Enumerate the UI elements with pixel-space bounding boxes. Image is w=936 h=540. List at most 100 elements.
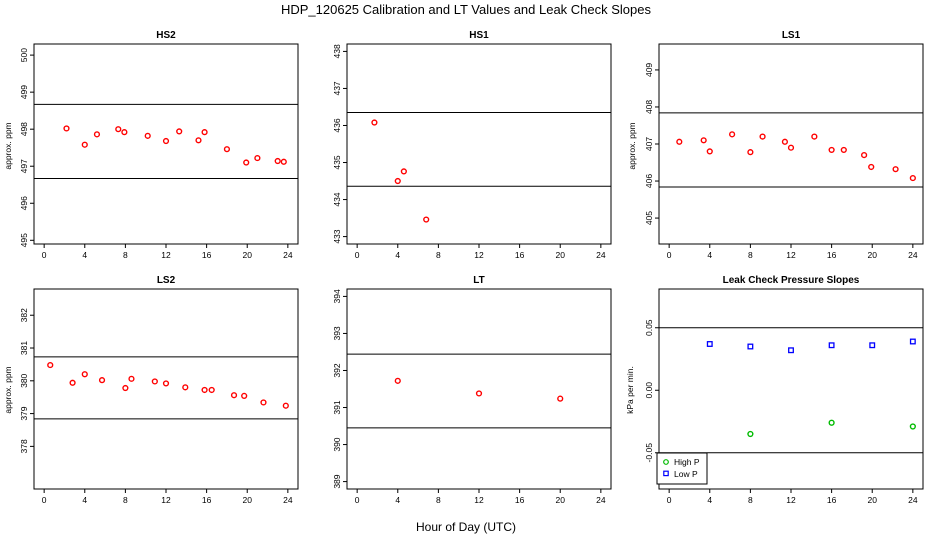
- panel-ls2-ytick-label-3: 381: [19, 341, 29, 355]
- panel-hs2-xtick-label-3: 12: [161, 250, 171, 260]
- panel-hs1-ytick-label-5: 438: [332, 44, 342, 58]
- panel-hs2-point-0-0: [63, 125, 70, 132]
- panel-ls1-point-0-0: [676, 138, 683, 145]
- panel-hs1-xtick-label-5: 20: [555, 250, 565, 260]
- panel-lt: LT: [473, 275, 484, 286]
- panel-lt-frame: [346, 288, 612, 490]
- panel-ls1-ytick-label-3: 408: [644, 100, 654, 114]
- panel-ls2-xtick-label-4: 16: [202, 495, 212, 505]
- panel-hs1-point-0-0: [371, 119, 378, 126]
- panel-ls1-ytick-label-0: 405: [644, 211, 654, 225]
- panel-hs2-point-0-14: [280, 158, 287, 165]
- panel-ls2-point-0-2: [81, 371, 88, 378]
- panel-hs2-point-0-4: [121, 129, 128, 136]
- panel-ls2-xtick-label-6: 24: [283, 495, 293, 505]
- panel-ls2-ytick-label-0: 378: [19, 439, 29, 453]
- panel-ls1-ytick-label-4: 409: [644, 63, 654, 77]
- panel-leak-xtick-label-2: 8: [748, 495, 753, 505]
- panel-hs1-ytick-label-3: 436: [332, 118, 342, 132]
- panel-hs2-xtick-label-1: 4: [82, 250, 87, 260]
- panel-ls1-point-0-4: [747, 149, 754, 156]
- panel-ls2-xtick-label-1: 4: [82, 495, 87, 505]
- panel-ls1-ytick-label-1: 406: [644, 174, 654, 188]
- panel-leak-point-0-0: [747, 430, 754, 438]
- panel-ls2-ytick-label-1: 379: [19, 406, 29, 420]
- panel-hs2-ytick-label-2: 497: [19, 159, 29, 173]
- panel-hs2-point-0-10: [223, 146, 231, 153]
- panel-leak-check: Leak Check Pressure Slopes kPa per min.: [625, 275, 860, 414]
- panel-hs1-xtick-label-1: 4: [395, 250, 400, 260]
- panel-ls1: LS1 approx. ppm: [627, 30, 801, 170]
- panel-hs1-ytick-label-0: 433: [332, 229, 342, 243]
- panel-ls2-point-0-0: [47, 361, 54, 369]
- panel-hs2-point-0-12: [254, 154, 261, 162]
- panel-hs2-point-0-7: [176, 128, 183, 135]
- panel-hs2-xtick-label-2: 8: [123, 250, 128, 260]
- panel-hs1-xtick-label-0: 0: [355, 250, 360, 260]
- panel-hs2-point-0-3: [115, 126, 122, 133]
- panel-ls1-point-0-6: [781, 138, 789, 145]
- panel-lt-ytick-label-1: 390: [332, 437, 342, 451]
- panel-leak-ytick-label-0: -0.05: [644, 443, 654, 463]
- panel-leak-point-1-2: [788, 347, 794, 354]
- panel-leak-xtick-label-6: 24: [908, 495, 918, 505]
- panel-ls1-title: LS1: [782, 30, 801, 41]
- panel-lt-ytick-label-5: 394: [332, 289, 342, 303]
- panel-ls1-ytick-label-2: 407: [644, 137, 654, 151]
- panel-hs1-xtick-label-2: 8: [436, 250, 441, 260]
- panel-lt-point-0-1: [475, 390, 483, 397]
- panel-lt-point-0-0: [394, 377, 401, 384]
- panel-ls2-point-0-11: [230, 392, 238, 399]
- panel-leak-point-1-4: [869, 342, 876, 349]
- panel-ls2-title: LS2: [157, 275, 176, 286]
- panel-ls1-point-0-14: [909, 174, 916, 182]
- panel-leak-point-1-3: [828, 342, 835, 349]
- panel-leak-point-0-2: [909, 423, 916, 430]
- figure-xlabel: Hour of Day (UTC): [416, 520, 516, 534]
- panel-leak-point-0-1: [828, 419, 835, 426]
- legend-low-label: Low P: [674, 469, 698, 479]
- panel-hs2-point-0-2: [93, 131, 101, 138]
- panel-ls1-frame: [658, 43, 924, 245]
- panel-hs2-xtick-label-0: 0: [42, 250, 47, 260]
- panel-ls1-point-0-11: [861, 152, 868, 159]
- panel-ls2-xtick-label-5: 20: [242, 495, 252, 505]
- legend-high-marker: [663, 459, 669, 465]
- panel-hs1-ytick-label-1: 434: [332, 192, 342, 206]
- panel-hs2-ytick-label-4: 499: [19, 85, 29, 99]
- panel-ls2-frame: [33, 288, 299, 490]
- panel-ls2-point-0-7: [162, 380, 170, 387]
- panel-lt-plot: 0 4 8 12 16 20 24 389 390 391 392 393 394: [332, 288, 612, 505]
- panel-ls2-point-0-5: [128, 375, 135, 382]
- panel-leak-xtick-label-1: 4: [707, 495, 712, 505]
- panel-ls1-point-0-8: [811, 133, 818, 140]
- panel-lt-ytick-label-4: 393: [332, 326, 342, 340]
- panel-hs1-title: HS1: [469, 30, 489, 41]
- panel-ls1-xtick-label-2: 8: [748, 250, 753, 260]
- panel-hs2-ytick-label-1: 496: [19, 196, 29, 210]
- panel-ls2-point-0-14: [282, 402, 289, 409]
- panel-hs2-point-0-5: [144, 132, 151, 139]
- legend-low-marker: [663, 470, 669, 477]
- panel-lt-ytick-label-2: 391: [332, 400, 342, 414]
- panel-ls1-xtick-label-3: 12: [786, 250, 796, 260]
- legend: High P Low P: [656, 452, 708, 485]
- panel-ls1-xtick-label-1: 4: [707, 250, 712, 260]
- panel-lt-ytick-label-0: 389: [332, 474, 342, 488]
- panel-lt-xtick-label-4: 16: [515, 495, 525, 505]
- panel-ls1-point-0-3: [729, 131, 736, 138]
- panel-ls2-ylabel: approx. ppm: [3, 366, 13, 413]
- panel-hs2-xtick-label-6: 24: [283, 250, 293, 260]
- panel-hs1-point-0-2: [400, 168, 407, 175]
- panel-hs2-xtick-label-4: 16: [202, 250, 212, 260]
- panel-hs2-title: HS2: [156, 30, 176, 41]
- panel-ls2-xtick-label-3: 12: [161, 495, 171, 505]
- panel-leak-xtick-label-4: 16: [827, 495, 837, 505]
- panel-ls1-point-0-9: [828, 146, 835, 154]
- panel-hs2-point-0-13: [274, 157, 281, 165]
- panel-leak-xtick-label-0: 0: [667, 495, 672, 505]
- panel-hs1-plot: 0 4 8 12 16 20 24 433 434 435 436 437 438: [332, 43, 612, 260]
- panel-leak-ylabel: kPa per min.: [625, 366, 635, 414]
- panel-hs1-xtick-label-6: 24: [596, 250, 606, 260]
- panel-lt-xtick-label-2: 8: [436, 495, 441, 505]
